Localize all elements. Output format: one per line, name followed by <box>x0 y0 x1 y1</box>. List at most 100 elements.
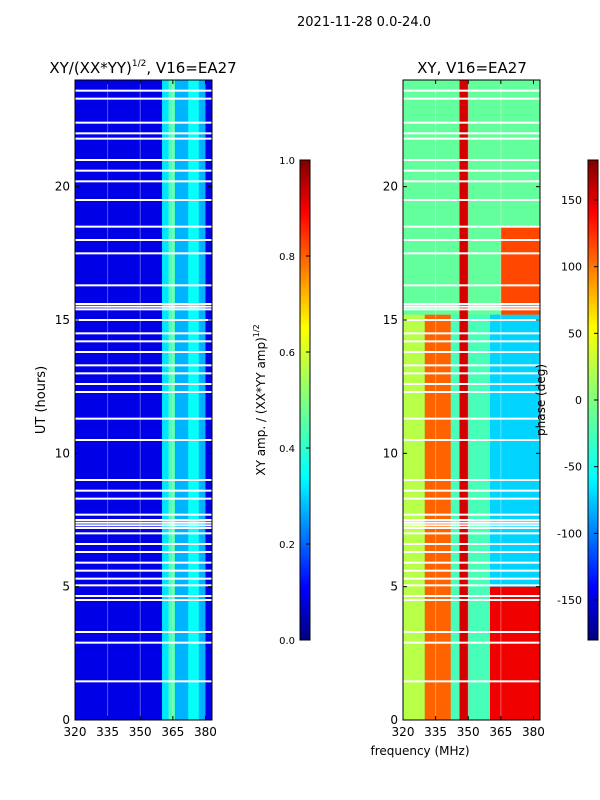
colorbar-tick-label: 0.4 <box>279 444 295 455</box>
axes-frame <box>74 79 213 721</box>
flagged-row <box>403 519 540 521</box>
heatmap-region <box>459 80 469 720</box>
flagged-row <box>403 252 540 255</box>
flagged-row <box>75 340 212 343</box>
flagged-row <box>403 595 540 597</box>
flagged-row <box>403 631 540 633</box>
flagged-row <box>403 497 540 500</box>
colorbar-tick-label: -100 <box>557 527 582 540</box>
flagged-row <box>403 121 540 124</box>
x-tick-label: 335 <box>424 725 447 739</box>
flagged-row <box>75 543 212 545</box>
flagged-row <box>403 577 540 580</box>
y-tick-label: 20 <box>383 180 398 194</box>
x-tick-label: 335 <box>96 725 119 739</box>
flagged-row <box>403 524 540 527</box>
left-y-axis-label: UT (hours) <box>34 366 49 434</box>
left-title-main: XY/(XX*YY) <box>49 59 132 77</box>
flagged-row <box>75 372 212 375</box>
heatmap-band <box>198 80 206 720</box>
flagged-row <box>75 319 212 321</box>
flagged-row <box>75 132 212 135</box>
flagged-row <box>75 169 212 172</box>
flagged-row <box>75 305 212 308</box>
flagged-row <box>75 551 212 553</box>
flagged-row <box>75 641 212 644</box>
flagged-row <box>403 439 540 441</box>
flagged-row <box>403 417 540 420</box>
flagged-row <box>403 159 540 161</box>
flagged-row <box>75 532 212 535</box>
y-tick-label: 10 <box>55 446 70 460</box>
flagged-row <box>403 391 540 393</box>
colorbar-tick-label: 100 <box>561 261 582 274</box>
colorbar-tick-label: 0 <box>575 394 582 407</box>
flagged-row <box>403 599 540 601</box>
colorbar-tick-label: 0.6 <box>279 348 295 359</box>
flagged-row <box>75 121 212 124</box>
flagged-row <box>403 561 540 564</box>
flagged-row <box>75 252 212 255</box>
flagged-row <box>403 137 540 140</box>
flagged-row <box>75 439 212 441</box>
flagged-row <box>75 519 212 521</box>
left-title-exponent: 1/2 <box>132 59 146 69</box>
flagged-row <box>75 489 212 492</box>
heatmap-region <box>489 586 540 720</box>
flagged-row <box>403 584 540 587</box>
flagged-row <box>403 308 540 311</box>
flagged-row <box>75 383 212 385</box>
flagged-row <box>403 521 540 524</box>
flagged-row <box>75 97 212 100</box>
y-tick-label: 5 <box>390 580 398 594</box>
heatmap-band <box>168 80 176 720</box>
flagged-row <box>403 551 540 553</box>
y-tick-label: 20 <box>55 180 70 194</box>
flagged-row <box>75 569 212 572</box>
x-tick-label: 350 <box>129 725 152 739</box>
flagged-row <box>403 97 540 100</box>
flagged-row <box>75 595 212 597</box>
left-colorbar-label: XY amp. / (XX*YY amp)1/2 <box>252 324 268 475</box>
flagged-row <box>75 137 212 140</box>
heatmap-region <box>500 226 540 315</box>
flagged-row <box>403 340 540 343</box>
flagged-row <box>75 180 212 183</box>
flagged-row <box>403 239 540 241</box>
flagged-row <box>75 284 212 287</box>
flagged-row <box>75 391 212 393</box>
left-heatmap <box>75 80 212 720</box>
flagged-row <box>75 159 212 161</box>
flagged-row <box>403 169 540 172</box>
flagged-row <box>75 599 212 601</box>
left-colorbar <box>299 159 311 641</box>
flagged-row <box>403 372 540 375</box>
flagged-row <box>403 225 540 228</box>
y-tick-label: 15 <box>55 313 70 327</box>
flagged-row <box>75 631 212 633</box>
flagged-row <box>403 180 540 183</box>
flagged-row <box>75 524 212 527</box>
left-axes: 320 335 350 365 380 0 5 10 15 20 <box>55 79 217 739</box>
flagged-row <box>403 527 540 529</box>
colorbar-tick-label: 0.8 <box>279 252 295 263</box>
flagged-row <box>75 584 212 587</box>
flagged-row <box>75 199 212 201</box>
flagged-row <box>403 364 540 367</box>
flagged-row <box>75 351 212 353</box>
y-tick-label: 15 <box>383 313 398 327</box>
colorbar-tick-label: 1.0 <box>279 156 295 167</box>
flagged-row <box>75 680 212 683</box>
flagged-row <box>75 577 212 580</box>
flagged-row <box>403 332 540 335</box>
right-heatmap <box>403 80 540 720</box>
flagged-row <box>403 303 540 305</box>
flagged-row <box>75 417 212 420</box>
flagged-row <box>403 532 540 535</box>
flagged-row <box>75 89 212 92</box>
flagged-row <box>403 319 540 321</box>
colorbar-tick-label: 50 <box>568 327 582 340</box>
flagged-row <box>403 89 540 92</box>
colorbar-tick-label: 150 <box>561 194 582 207</box>
